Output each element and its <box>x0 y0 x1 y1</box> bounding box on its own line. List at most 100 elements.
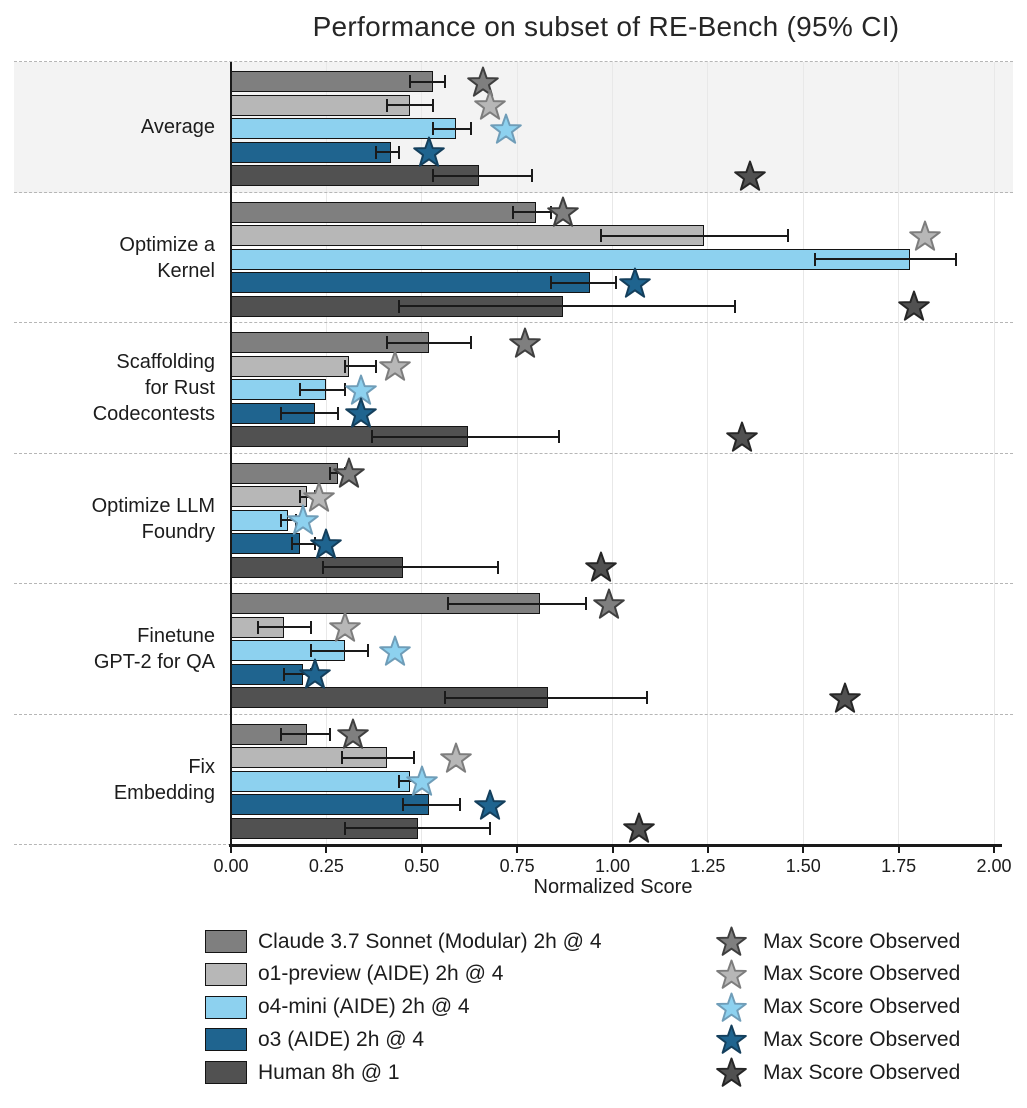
error-bar-line <box>398 305 735 307</box>
error-bar-line <box>292 542 315 545</box>
error-bar-line <box>372 435 560 438</box>
error-bar-line <box>322 566 499 568</box>
max-score-star <box>734 160 766 191</box>
x-tick <box>993 846 995 853</box>
category-label: Scaffolding for Rust Codecontests <box>8 323 215 454</box>
error-bar-cap <box>645 691 648 704</box>
error-bar-cap <box>397 299 400 313</box>
error-bar-cap <box>954 252 957 266</box>
error-bar-cap <box>256 620 259 634</box>
max-score-star <box>299 658 331 689</box>
error-bar-line <box>375 151 399 153</box>
error-bar-cap <box>283 667 286 681</box>
error-bar-cap <box>310 620 313 634</box>
gridline <box>993 62 995 845</box>
x-tick-label: 0.25 <box>308 856 344 876</box>
error-bar-cap <box>401 798 404 811</box>
error-bar-cap <box>298 383 301 396</box>
category-label-line: Finetune <box>137 625 215 648</box>
error-bar-cap <box>600 229 603 242</box>
error-bar-line <box>299 388 346 391</box>
category-label-line: Kernel <box>157 259 215 282</box>
error-bar-line <box>601 234 788 237</box>
x-tick <box>420 846 423 853</box>
error-bar-line <box>513 211 552 213</box>
max-score-star <box>405 765 438 796</box>
gridline <box>612 62 613 845</box>
max-score-star <box>829 682 862 713</box>
error-bar-cap <box>813 252 816 266</box>
legend-series-label: Claude 3.7 Sonnet (Modular) 2h @ 4 <box>258 929 602 953</box>
error-bar-line <box>433 127 472 130</box>
category-label-line: Fix <box>188 755 215 778</box>
row-separator <box>14 844 231 845</box>
legend-swatch <box>205 1061 247 1085</box>
max-score-star <box>302 481 335 512</box>
category-label-line: Average <box>140 116 215 139</box>
category-label: Finetune GPT-2 for QA <box>8 584 215 715</box>
error-bar-line <box>444 696 647 699</box>
bar <box>231 94 411 116</box>
error-bar-line <box>814 258 956 260</box>
x-tick-label: 0.50 <box>404 856 440 876</box>
bar <box>231 248 911 270</box>
legend-max-label: Max Score Observed <box>763 962 961 986</box>
category-label-line: Optimize LLM <box>91 494 215 517</box>
error-bar-line <box>387 104 434 106</box>
chart-title: Performance on subset of RE-Bench (95% C… <box>312 11 900 42</box>
category-label-line: for Rust <box>144 377 215 400</box>
error-bar-cap <box>443 75 446 88</box>
row-separator <box>14 452 1013 454</box>
legend-series-label: o1-preview (AIDE) 2h @ 4 <box>258 962 504 986</box>
row-separator <box>14 583 1013 584</box>
max-score-star <box>585 551 617 582</box>
legend-max-star <box>715 1024 747 1055</box>
error-bar-cap <box>321 560 324 574</box>
max-score-star <box>623 812 656 843</box>
error-bar-line <box>257 626 312 628</box>
error-bar-cap <box>344 383 347 396</box>
error-bar-cap <box>329 466 332 480</box>
legend-swatch <box>205 930 247 953</box>
error-bar-cap <box>279 727 282 741</box>
error-bar-cap <box>298 490 301 503</box>
x-tick-label: 1.50 <box>785 856 821 876</box>
error-bar-cap <box>489 821 492 835</box>
error-bar-cap <box>279 406 282 420</box>
error-bar-cap <box>397 145 400 159</box>
x-tick-label: 1.25 <box>690 856 726 876</box>
error-bar-cap <box>291 537 294 550</box>
error-bar-line <box>402 803 460 806</box>
error-bar-line <box>448 602 586 605</box>
max-score-star <box>413 136 446 167</box>
error-bar-cap <box>386 98 389 112</box>
max-score-star <box>344 397 377 428</box>
error-bar-line <box>280 412 338 414</box>
error-bar-cap <box>409 75 412 88</box>
error-bar-line <box>551 281 617 284</box>
error-bar-cap <box>470 122 473 135</box>
category-label-line: Codecontests <box>92 403 215 426</box>
error-bar-cap <box>432 122 435 135</box>
max-score-star <box>909 220 942 251</box>
error-bar-cap <box>374 359 377 373</box>
error-bar-cap <box>279 513 282 527</box>
error-bar-cap <box>374 145 377 159</box>
error-bar-cap <box>512 205 515 219</box>
bar <box>231 770 411 792</box>
max-score-star <box>466 66 499 97</box>
error-bar-cap <box>447 597 450 610</box>
category-label: Optimize a Kernel <box>8 193 215 324</box>
gridline <box>707 62 709 845</box>
gridline <box>325 62 327 845</box>
legend-max-star <box>715 992 747 1022</box>
error-bar-cap <box>443 691 446 704</box>
legend-series-label: o4-mini (AIDE) 2h @ 4 <box>258 995 470 1019</box>
error-bar-cap <box>531 169 534 182</box>
error-bar-cap <box>786 229 789 242</box>
max-score-star <box>619 267 652 298</box>
x-tick-label: 1.75 <box>881 856 917 876</box>
max-score-star <box>329 611 362 642</box>
error-bar-cap <box>432 98 435 112</box>
legend-max-label: Max Score Observed <box>763 929 961 953</box>
